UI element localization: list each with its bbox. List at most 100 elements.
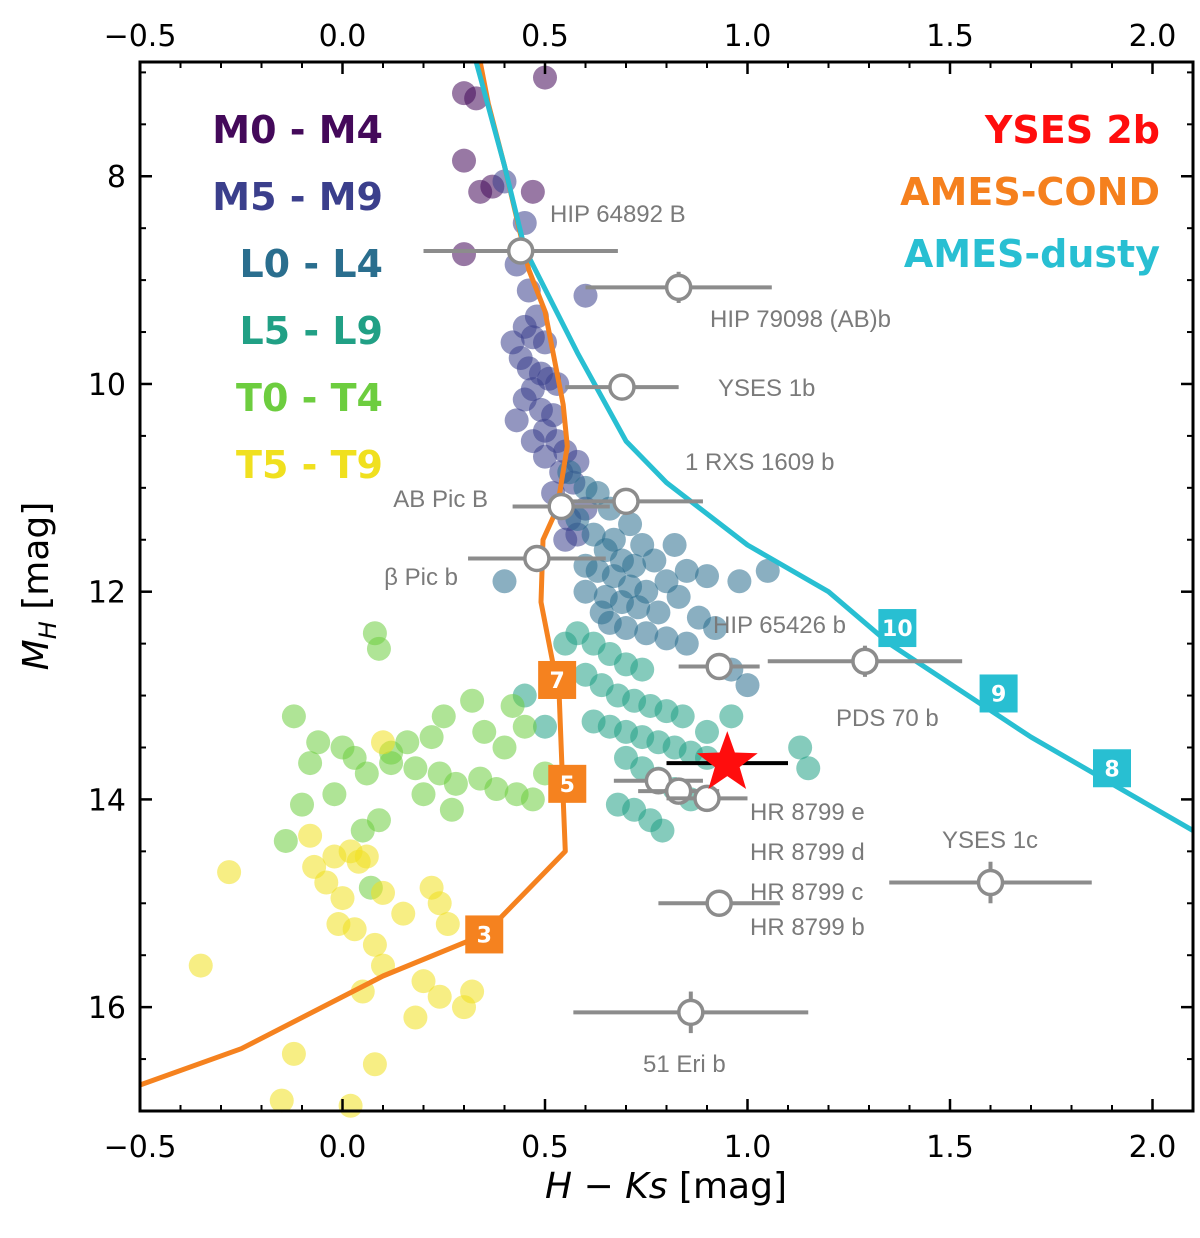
x-tick-label-top-2: 0.5 bbox=[521, 19, 569, 54]
scatter-point-l0-l4-19 bbox=[695, 564, 719, 589]
scatter-point-l0-l4-37 bbox=[662, 532, 687, 557]
planet-label-1-rxs-1609-b: 1 RXS 1609 b bbox=[685, 449, 834, 476]
scatter-point-t5-t9-11 bbox=[427, 891, 452, 916]
y-tick-label-0: 8 bbox=[107, 160, 126, 195]
target-star-marker bbox=[696, 731, 758, 789]
y-tick-label-4: 16 bbox=[88, 991, 126, 1026]
scatter-point-t0-t4-11 bbox=[443, 771, 468, 796]
model-tracks-layer: 3 5 7 10 9 8 bbox=[139, 61, 1195, 1088]
legend-layer: M0 - M4 M5 - M9 L0 - L4 L5 - L9 T0 - T4 T5 - … bbox=[212, 108, 1160, 487]
planet-label--pic-b: β Pic b bbox=[384, 564, 458, 591]
scatter-point-m5-m9-31 bbox=[520, 429, 545, 454]
scatter-point-t0-t4-5 bbox=[298, 751, 323, 776]
scatter-point-t0-t4-23 bbox=[322, 782, 347, 807]
legend-entry-ames-cond: AMES-COND bbox=[900, 170, 1160, 214]
scatter-point-t0-t4-15 bbox=[520, 787, 545, 812]
planet-marker--pic-b bbox=[523, 544, 551, 573]
scatter-point-l0-l4-32 bbox=[674, 631, 699, 656]
model-track-ames-dusty bbox=[473, 61, 1195, 833]
scatter-point-t5-t9-20 bbox=[403, 1005, 428, 1030]
scatter-point-m5-m9-27 bbox=[500, 330, 525, 355]
scatter-point-m0-m4-2 bbox=[533, 65, 557, 90]
x-tick-label-top-0: −0.5 bbox=[104, 19, 177, 54]
scatter-point-m0-m4-6 bbox=[520, 179, 545, 204]
scatter-point-l0-l4-18 bbox=[674, 558, 699, 583]
x-tick-label-top-3: 1.0 bbox=[724, 19, 772, 54]
scatter-point-t0-t4-20 bbox=[419, 725, 444, 750]
scatter-point-t5-t9-27 bbox=[298, 823, 323, 848]
scatter-point-t5-t9-4 bbox=[354, 844, 379, 869]
mass-marker-ames-dusty-9 bbox=[979, 674, 1018, 713]
scatter-point-t0-t4-7 bbox=[354, 761, 379, 786]
planet-label-hr-8799-e: HR 8799 e bbox=[750, 799, 865, 826]
scatter-point-t5-t9-12 bbox=[435, 912, 460, 937]
scatter-point-t5-t9-8 bbox=[371, 880, 395, 905]
scatter-point-l5-l9-34 bbox=[719, 704, 744, 729]
x-axis-title-unit: [mag] bbox=[679, 1166, 787, 1207]
scatter-point-l5-l9-4 bbox=[630, 657, 655, 682]
mass-marker-ames-dusty-8 bbox=[1093, 749, 1131, 788]
scatter-point-t0-t4-13 bbox=[484, 777, 509, 802]
x-tick-label-bottom-3: 1.0 bbox=[724, 1130, 772, 1165]
y-tick-label-2: 12 bbox=[88, 576, 126, 611]
scatter-point-l5-l9-33 bbox=[553, 631, 578, 656]
scatter-point-t5-t9-16 bbox=[411, 969, 436, 994]
mass-label-ames-cond-7: 7 bbox=[549, 669, 564, 694]
scatter-point-l0-l4-11 bbox=[622, 553, 647, 578]
scatter-point-t5-t9-6 bbox=[330, 886, 355, 911]
scatter-point-l5-l9-32 bbox=[533, 714, 557, 739]
y-tick-label-3: 14 bbox=[88, 783, 126, 818]
planet-label-ab-pic-b: AB Pic B bbox=[393, 486, 488, 513]
scatter-point-t0-t4-3 bbox=[306, 730, 331, 755]
scatter-point-l0-l4-20 bbox=[573, 579, 598, 604]
scatter-point-m0-m4-7 bbox=[452, 242, 476, 267]
legend-entry-yses-2b: YSES 2b bbox=[984, 108, 1160, 152]
scatter-point-t5-t9-28 bbox=[371, 730, 395, 755]
planet-label-hr-8799-c: HR 8799 c bbox=[750, 879, 863, 906]
target-layer bbox=[666, 731, 788, 789]
x-tick-label-bottom-0: −0.5 bbox=[104, 1130, 177, 1165]
scatter-point-t5-t9-5 bbox=[314, 870, 339, 895]
legend-entry-t0-t4: T0 - T4 bbox=[236, 376, 383, 420]
spectral-type-scatter-layer bbox=[188, 65, 821, 1118]
scatter-point-t5-t9-14 bbox=[362, 932, 387, 957]
x-tick-label-bottom-2: 0.5 bbox=[521, 1130, 569, 1165]
scatter-point-t5-t9-25 bbox=[269, 1088, 294, 1113]
scatter-point-t5-t9-17 bbox=[427, 984, 452, 1009]
y-tick-label-1: 10 bbox=[88, 368, 126, 403]
scatter-point-m5-m9-30 bbox=[504, 408, 529, 433]
planet-label-51-eri-b: 51 Eri b bbox=[643, 1051, 726, 1078]
scatter-point-l0-l4-34 bbox=[492, 569, 517, 594]
mass-label-ames-cond-5: 5 bbox=[560, 773, 575, 798]
scatter-point-m0-m4-3 bbox=[452, 148, 476, 173]
scatter-point-t0-t4-30 bbox=[460, 688, 485, 713]
axis-ticks-layer: −0.5 −0.5 0.0 0.0 0.5 0.5 1.0 1.0 1.5 1.5 2.0 2.0 8 1… bbox=[88, 19, 1193, 1165]
scatter-point-t0-t4-25 bbox=[273, 828, 298, 853]
scatter-point-t5-t9-24 bbox=[281, 1041, 306, 1066]
planet-marker-hip-64892-b bbox=[506, 237, 535, 265]
x-tick-label-top-1: 0.0 bbox=[319, 19, 367, 54]
scatter-point-t5-t9-21 bbox=[217, 860, 242, 885]
scatter-point-l5-l9-11 bbox=[670, 704, 695, 729]
scatter-point-l5-l9-28 bbox=[650, 818, 675, 843]
scatter-point-l0-l4-31 bbox=[654, 626, 679, 651]
scatter-point-t0-t4-1 bbox=[366, 636, 391, 661]
scatter-point-l0-l4-23 bbox=[626, 595, 651, 620]
mass-marker-ames-cond-7 bbox=[538, 660, 577, 699]
y-axis-title-main: M bbox=[16, 639, 57, 670]
scatter-point-t5-t9-9 bbox=[391, 901, 416, 926]
scatter-point-l0-l4-30 bbox=[634, 621, 659, 646]
x-axis-title-main: H − Ks bbox=[545, 1166, 679, 1207]
mass-marker-ames-cond-3 bbox=[465, 915, 504, 954]
legend-entry-l5-l9: L5 - L9 bbox=[239, 309, 383, 353]
planet-marker-ab-pic-b bbox=[547, 492, 575, 521]
x-tick-label-bottom-5: 2.0 bbox=[1129, 1130, 1177, 1165]
mass-label-ames-dusty-8: 8 bbox=[1104, 757, 1119, 782]
y-axis-title-subscript: H bbox=[34, 621, 62, 639]
planet-label-hip-65426-b: HIP 65426 b bbox=[713, 612, 846, 639]
planet-marker-pds-70-b bbox=[851, 647, 879, 676]
scatter-point-l5-l9-29 bbox=[788, 735, 813, 760]
scatter-point-t5-t9-13 bbox=[342, 917, 367, 942]
scatter-point-t5-t9-23 bbox=[362, 1052, 387, 1077]
